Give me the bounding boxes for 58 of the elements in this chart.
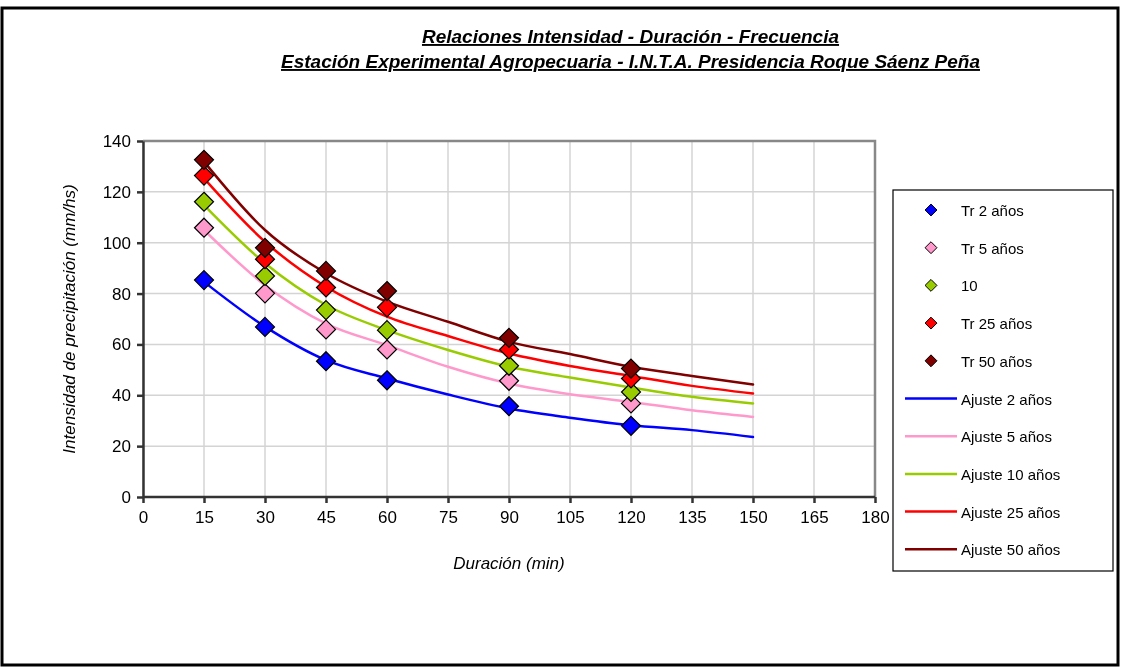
legend-label: Tr 50 años [961, 352, 1033, 370]
y-tick-label: 140 [102, 131, 131, 151]
x-tick-label: 120 [617, 508, 646, 528]
y-tick-label: 120 [102, 182, 131, 202]
point [254, 316, 276, 337]
y-tick-label: 100 [102, 233, 131, 253]
point [315, 260, 337, 282]
point [620, 358, 642, 379]
legend-label: Ajuste 25 años [961, 503, 1061, 521]
legend-label: 10 [961, 277, 978, 295]
x-tick-label: 30 [256, 508, 275, 528]
point [254, 283, 276, 304]
point [315, 319, 337, 340]
x-axis-title: Duración (min) [453, 554, 565, 573]
legend-label: Tr 2 años [961, 202, 1024, 219]
point [376, 297, 398, 318]
point [376, 280, 398, 302]
legend-label: Ajuste 50 años [961, 541, 1061, 559]
point [193, 149, 215, 170]
x-tick-label: 165 [800, 508, 829, 528]
point [315, 351, 337, 372]
x-tick-label: 75 [439, 508, 458, 528]
y-tick-label: 20 [112, 437, 131, 457]
legend-label: Ajuste 2 años [961, 390, 1052, 408]
x-tick-label: 60 [378, 508, 397, 528]
y-axis-title: Intensidad de precipitación (mm/hs) [60, 184, 79, 454]
point [315, 277, 337, 298]
point [498, 355, 520, 376]
x-tick-label: 0 [138, 508, 149, 528]
legend-label: Ajuste 10 años [961, 465, 1061, 483]
point [315, 300, 337, 321]
x-tick-label: 105 [556, 508, 585, 528]
x-tick-label: 135 [678, 508, 707, 528]
legend-label: Ajuste 5 años [961, 428, 1052, 446]
point [254, 237, 276, 258]
y-tick-label: 60 [112, 335, 131, 355]
point [498, 327, 520, 348]
x-tick-label: 15 [195, 508, 214, 528]
chart-title: Relaciones Intensidad - Duración - Frecuencia [421, 26, 840, 47]
point [193, 217, 215, 238]
legend-label: Tr 5 años [961, 239, 1024, 257]
point [193, 270, 215, 291]
y-tick-label: 0 [121, 487, 131, 507]
chart-subtitle: Estación Experimental Agropecuaria - I.N.T.A. Presidencia Roque Sáenz Peña [281, 51, 981, 72]
legend-label: Tr 25 años [961, 315, 1033, 333]
y-tick-label: 80 [112, 284, 131, 304]
x-tick-label: 45 [317, 508, 336, 528]
x-tick-label: 180 [861, 508, 890, 528]
point [376, 370, 398, 391]
x-tick-label: 150 [739, 508, 768, 528]
point [254, 265, 276, 287]
point [193, 191, 215, 212]
point [376, 339, 398, 360]
point [376, 320, 398, 341]
x-tick-label: 90 [500, 508, 519, 528]
point [620, 415, 642, 436]
y-tick-label: 40 [112, 386, 131, 406]
point [498, 396, 520, 417]
